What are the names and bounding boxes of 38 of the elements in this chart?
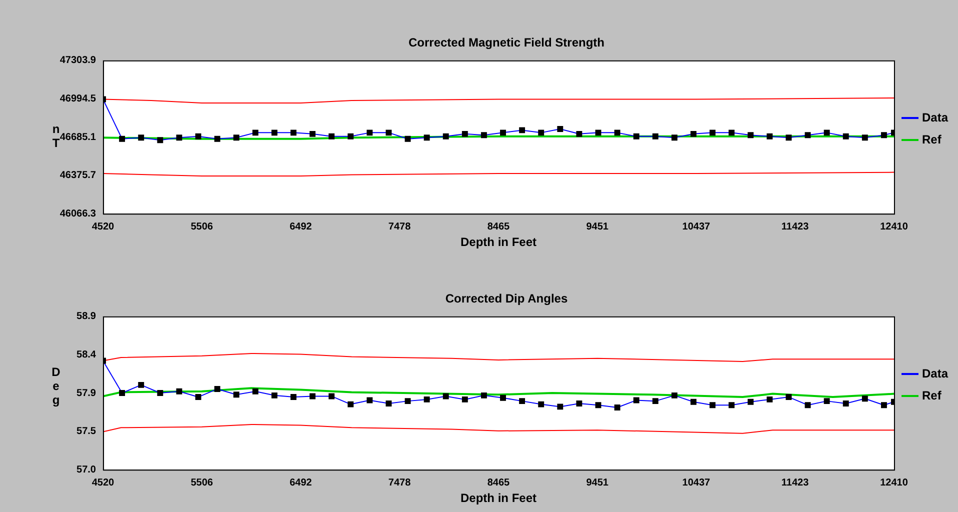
y-tick-label: 58.4 (76, 349, 96, 360)
x-axis-title: Depth in Feet (460, 491, 537, 506)
chart-title: Corrected Magnetic Field Strength (408, 36, 605, 50)
x-tick-label: 4520 (92, 221, 115, 232)
x-tick-label: 5506 (190, 221, 214, 232)
chart-title: Corrected Dip Angles (445, 292, 568, 306)
y-tick-label: 57.5 (76, 426, 96, 438)
y-axis-title: nT (52, 122, 60, 150)
y-tick-label: 57.9 (76, 388, 96, 399)
x-tick-label: 8465 (487, 477, 510, 488)
x-tick-label: 7478 (388, 221, 412, 232)
legend-label: Ref (922, 388, 942, 402)
x-tick-label: 5506 (190, 477, 214, 488)
y-axis-title: Deg (50, 365, 62, 407)
x-tick-label: 11423 (781, 221, 810, 232)
y-tick-label: 57.0 (76, 464, 96, 476)
x-tick-label: 9451 (586, 221, 609, 232)
x-tick-label: 11423 (781, 477, 810, 488)
y-tick-label: 46066.3 (60, 208, 96, 220)
x-axis-title: Depth in Feet (460, 235, 537, 250)
y-tick-label: 46685.1 (60, 132, 96, 143)
x-tick-label: 8465 (487, 221, 510, 232)
legend-label: Ref (922, 132, 942, 146)
x-tick-label: 4520 (92, 477, 115, 488)
x-tick-label: 9451 (586, 477, 609, 488)
y-tick-label: 46375.7 (60, 170, 96, 182)
x-tick-label: 10437 (682, 221, 711, 232)
x-tick-label: 12410 (880, 221, 908, 232)
y-tick-label: 46994.5 (60, 93, 96, 104)
y-tick-label: 58.9 (76, 311, 96, 322)
y-tick-label: 47303.9 (60, 55, 96, 66)
x-tick-label: 12410 (880, 477, 908, 488)
legend-label: Data (922, 366, 948, 380)
legend-label: Data (922, 110, 948, 124)
x-tick-label: 6492 (290, 221, 312, 232)
x-tick-label: 6492 (290, 477, 312, 488)
x-tick-label: 10437 (682, 477, 711, 488)
x-tick-label: 7478 (388, 477, 412, 488)
